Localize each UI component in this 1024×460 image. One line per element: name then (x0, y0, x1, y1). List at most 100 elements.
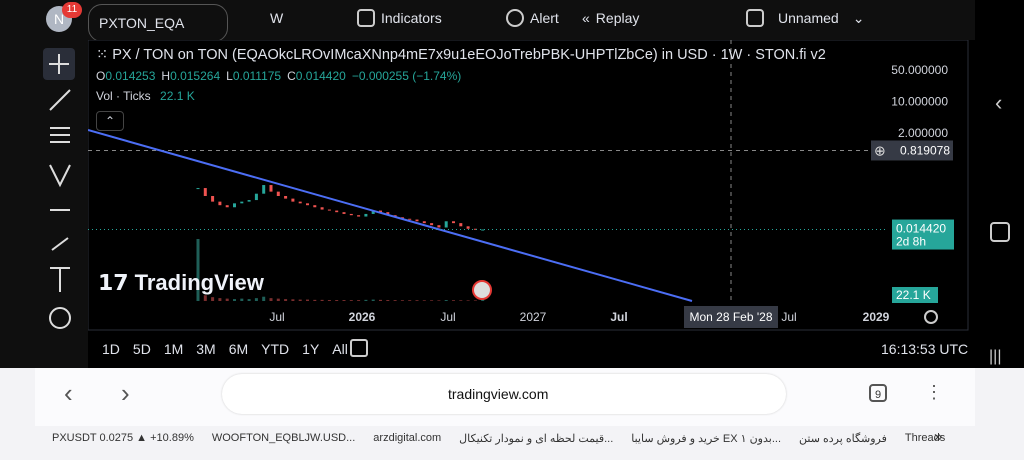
bookmark[interactable]: WOOFTON_EQBLJW.USD... (211, 432, 356, 444)
x-tick-label: Jul (610, 310, 627, 324)
menu[interactable]: ⋮ (925, 382, 943, 402)
volume-bar (342, 300, 346, 301)
label: Replay (595, 10, 640, 26)
volume-bar (211, 297, 215, 301)
candle (291, 198, 295, 202)
interval-button[interactable]: YTD (261, 341, 290, 357)
candle (357, 215, 361, 217)
icon (49, 54, 69, 74)
interval-bar: 1D 5D 1M 3M 6M YTD 1Y All (102, 341, 361, 357)
ohlc-key: O (96, 69, 106, 83)
volume-bar (284, 299, 288, 301)
layout[interactable]: Unnamed ⌄ (746, 4, 864, 32)
legend-title: ⁙ PX / TON on TON (EQAOkcLROvIMcaXNnp4mE… (96, 47, 826, 63)
volume-bar (306, 299, 309, 301)
candle (481, 229, 485, 231)
url: tradingview.com (448, 386, 549, 402)
tabs[interactable]: 9 (869, 384, 887, 402)
volume-bar (298, 299, 302, 301)
collapse-legend[interactable]: ⌃ (96, 111, 124, 131)
crosshair-label-bg (871, 140, 953, 161)
back[interactable]: ‹ (64, 378, 73, 408)
volume-bar (452, 300, 455, 301)
system-nav: ‹ ||| (975, 0, 1024, 368)
bookmark[interactable]: خرید و فروش سایبا EX بدون ۱... (631, 433, 782, 445)
ohlc-value: 0.015264 (170, 69, 221, 83)
more-bookmarks[interactable]: » (934, 428, 943, 445)
candle (233, 203, 236, 208)
title: PX / TON on TON (EQAOkcLROvIMcaXNnp4mE7x… (112, 47, 826, 63)
interval-button[interactable]: 6M (228, 341, 249, 357)
tool-icons[interactable] (49, 89, 71, 292)
forward[interactable]: › (121, 378, 130, 408)
add-alert[interactable]: ⊕ (874, 142, 886, 158)
icon: ⌄ (852, 9, 865, 26)
volume-label: 22.1 K (896, 288, 931, 302)
candle (473, 228, 477, 230)
volume-bar (254, 298, 258, 301)
bookmark[interactable]: قیمت لحظه ای و نمودار تکنیکال... (459, 433, 614, 445)
address-bar[interactable] (222, 374, 786, 414)
label: Indicators (381, 10, 442, 26)
candle (211, 196, 215, 202)
trend-line (88, 129, 693, 302)
bookmark[interactable]: arzdigital.com (373, 432, 442, 444)
interval-button[interactable]: All (332, 341, 348, 357)
date-range[interactable] (350, 339, 368, 357)
x-tick-label: Jul (269, 310, 284, 324)
event-flag[interactable] (472, 280, 492, 300)
bookmark[interactable]: فروشگاه پرده ستن (799, 433, 887, 445)
volume-bar (327, 300, 331, 301)
volume-bar (444, 300, 448, 301)
volume-bar (415, 300, 419, 301)
candle (415, 219, 419, 222)
volume-bar (291, 299, 295, 301)
interval-button[interactable]: 1D (102, 341, 120, 357)
y-tick-label: 2.000000 (898, 126, 948, 140)
interval-button[interactable]: 3M (196, 341, 216, 357)
chart: 50.000000 10.000000 2.000000 0.819078 ⊕ 0.014… (88, 40, 975, 368)
alert[interactable]: Alert (506, 4, 559, 32)
symbol-search[interactable]: PXTON_EQA (88, 4, 228, 42)
settings[interactable] (924, 310, 938, 324)
bookmark[interactable]: Threads (904, 432, 946, 444)
candle (466, 226, 470, 229)
candle (276, 191, 280, 196)
volume-bar (364, 299, 368, 301)
volume-bar (320, 299, 324, 301)
candle (313, 205, 317, 208)
interval-button[interactable]: 1Y (302, 341, 320, 357)
countdown: 2d 8h (896, 235, 926, 249)
tool-emoji[interactable] (49, 307, 71, 329)
ohlc-key: L (226, 69, 233, 83)
volume-bar (400, 300, 404, 301)
candle (444, 221, 448, 228)
x-tick-label: Jul (781, 310, 796, 324)
bookmark[interactable]: PXUSDT 0.0275 ▲ +10.89% (52, 432, 194, 444)
candle (386, 212, 390, 216)
interval[interactable]: W (270, 10, 284, 26)
candle (342, 212, 346, 214)
volume-legend: Vol · Ticks 22.1 K (96, 89, 195, 103)
volume-bar (276, 298, 280, 301)
interval-button[interactable]: 5D (132, 341, 151, 357)
volume-bar (218, 298, 222, 301)
candle (306, 203, 309, 206)
candle (262, 185, 266, 194)
candle (320, 207, 324, 210)
clock: 16:13:53 UTC (881, 341, 969, 357)
candle (240, 201, 244, 204)
ohlc: O0.014253 H0.015264 L0.011175 C0.014420 −0.0… (96, 69, 461, 83)
x-tick-label: 2029 (863, 310, 890, 324)
volume-bar (459, 300, 463, 301)
crosshair-label: 0.819078 (900, 143, 950, 157)
y-tick-label: 10.000000 (891, 95, 948, 109)
volume-label-bg (892, 287, 938, 303)
volume-bar (379, 299, 382, 301)
volume-bar (262, 296, 266, 301)
replay[interactable]: « Replay (582, 4, 639, 32)
x-tick-label: 2027 (520, 310, 547, 324)
candle (247, 200, 251, 202)
indicators[interactable]: Indicators (357, 4, 442, 32)
interval-button[interactable]: 1M (163, 341, 184, 357)
